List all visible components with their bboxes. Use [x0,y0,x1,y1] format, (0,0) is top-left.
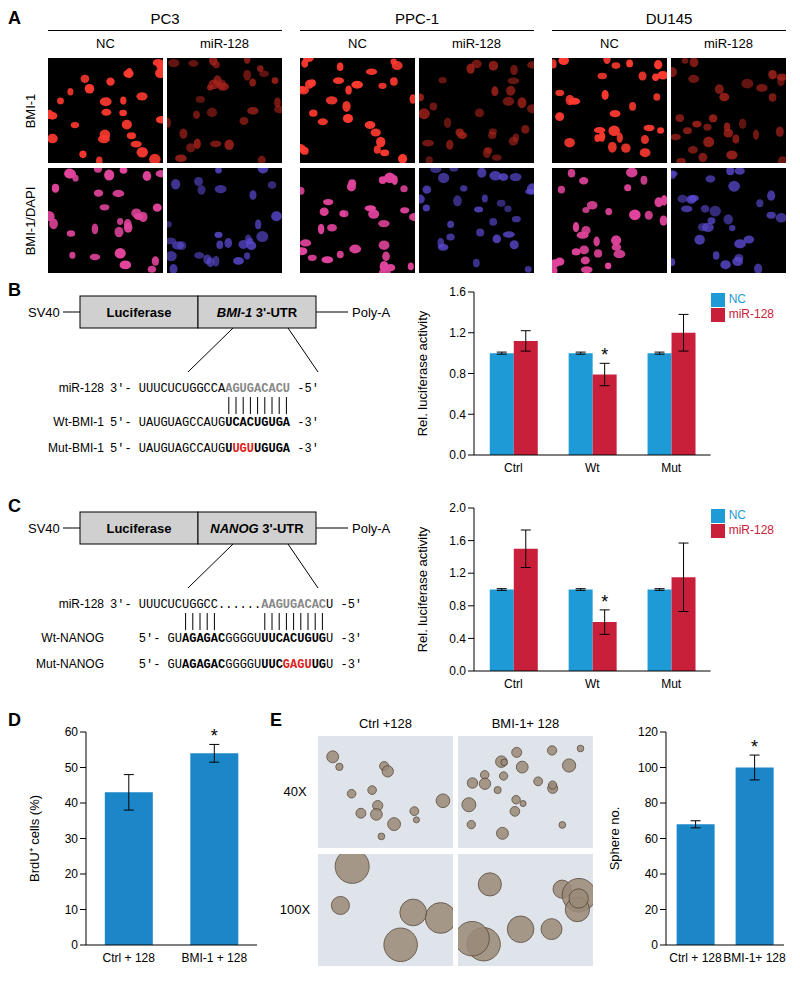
svg-text:Poly-A: Poly-A [352,521,391,536]
svg-text:40: 40 [645,867,659,881]
svg-text:Ctrl + 128: Ctrl + 128 [103,951,156,965]
svg-text:0: 0 [651,938,658,952]
svg-text:Mut: Mut [661,461,682,475]
svg-text:Ctrl: Ctrl [504,677,523,691]
svg-text:Poly-A: Poly-A [352,305,391,320]
html-text:miR-128: miR-128 [703,36,754,51]
svg-text:2.0: 2.0 [449,501,466,515]
html-text:NC: NC [728,292,746,306]
html-text:100X: 100X [279,902,311,917]
html-text:miR-128: miR-128 [728,522,774,537]
svg-text:20: 20 [645,903,659,917]
svg-text:1.2: 1.2 [449,566,466,580]
html-text:DU145: DU145 [645,10,693,27]
svg-text:1.6: 1.6 [449,534,466,548]
html-text:miR-128: miR-128 [199,36,250,51]
svg-text:1.2: 1.2 [449,326,466,340]
svg-text:3'- UUUCUCUGGCC......AAGUGACAC: 3'- UUUCUCUGGCC......AAGUGACACU -5' [110,598,362,612]
svg-text:*: * [601,345,608,365]
svg-text:1.6: 1.6 [449,285,466,299]
svg-text:Luciferase: Luciferase [106,521,171,536]
svg-text:5'- UAUGUAGCCAUGUCACUGUGA -3': 5'- UAUGUAGCCAUGUCACUGUGA -3' [110,416,319,430]
svg-text:80: 80 [645,796,659,810]
svg-text:0: 0 [71,938,78,952]
html-text:D: D [8,710,21,730]
html-text:B: B [8,280,21,300]
svg-text:0.4: 0.4 [449,408,466,422]
html-text:miR-128: miR-128 [451,36,502,51]
svg-text:3'- UUUCUCUGGCCAAGUGACACU -5': 3'- UUUCUCUGGCCAAGUGACACU -5' [110,382,319,396]
svg-text:BMI-1 + 128: BMI-1 + 128 [181,951,247,965]
svg-text:Wt: Wt [585,461,600,475]
html-text:BMI-1/DAPI: BMI-1/DAPI [22,186,38,255]
svg-text:SV40: SV40 [28,305,60,320]
svg-text:Mut: Mut [661,677,682,691]
svg-text:5'- UAUGUAGCCAUGUUGUUGUGA -3': 5'- UAUGUAGCCAUGUUGUUGUGA -3' [110,442,319,456]
html-text:NC: NC [728,508,746,522]
svg-text:Mut-NANOG: Mut-NANOG [36,657,104,671]
html-text:PC3: PC3 [150,10,180,27]
svg-text:Luciferase: Luciferase [106,305,171,320]
html-text:E: E [270,710,282,730]
html-text:BMI-1+ 128: BMI-1+ 128 [491,716,560,731]
svg-text:*: * [601,592,608,612]
svg-text:Wt: Wt [585,677,600,691]
svg-text:miR-128: miR-128 [59,597,105,611]
html-text:BMI-1: BMI-1 [22,93,38,128]
svg-text:miR-128: miR-128 [59,381,105,395]
svg-text:*: * [751,737,758,757]
svg-text:20: 20 [65,867,79,881]
svg-text:5'- GUAGAGACGGGGUUUCGAGUUGU -3: 5'- GUAGAGACGGGGUUUCGAGUUGU -3' [139,658,362,672]
svg-text:120: 120 [638,725,658,739]
html-text:NC: NC [96,36,115,51]
svg-text:100: 100 [638,761,658,775]
svg-text:Wt-BMI-1: Wt-BMI-1 [53,415,104,429]
html-text:NC: NC [600,36,619,51]
html-text:C: C [8,496,21,516]
svg-text:SV40: SV40 [28,521,60,536]
svg-text:5'- GUAGAGACGGGGUUUCACUGUGU -3: 5'- GUAGAGACGGGGUUUCACUGUGU -3' [139,632,362,646]
svg-text:0.4: 0.4 [449,632,466,646]
svg-text:Ctrl + 128: Ctrl + 128 [669,951,722,965]
svg-text:50: 50 [65,761,79,775]
svg-text:60: 60 [645,832,659,846]
svg-text:Rel. luciferase activity: Rel. luciferase activity [415,310,430,436]
svg-text:60: 60 [65,725,79,739]
svg-text:0.8: 0.8 [449,367,466,381]
svg-text:0.0: 0.0 [449,448,466,462]
html-text:40X: 40X [283,784,307,799]
svg-text:30: 30 [65,832,79,846]
html-text:miR-128: miR-128 [728,306,774,321]
svg-text:*: * [211,726,218,746]
svg-text:NANOG 3'-UTR: NANOG 3'-UTR [210,521,304,536]
html-text:NC: NC [348,36,367,51]
svg-text:BMI-1 3'-UTR: BMI-1 3'-UTR [217,305,298,320]
svg-text:0.0: 0.0 [449,664,466,678]
svg-text:40: 40 [65,796,79,810]
svg-text:10: 10 [65,903,79,917]
svg-text:0.8: 0.8 [449,599,466,613]
html-text:Ctrl +128: Ctrl +128 [358,716,413,731]
svg-text:Wt-NANOG: Wt-NANOG [41,631,104,645]
svg-text:Mut-BMI-1: Mut-BMI-1 [48,441,104,455]
svg-text:Ctrl: Ctrl [504,461,523,475]
svg-text:Sphere no.: Sphere no. [607,807,622,871]
svg-text:BrdU⁺ cells (%): BrdU⁺ cells (%) [27,795,42,882]
html-text:PPC-1: PPC-1 [394,10,440,27]
svg-text:BMI-1+ 128: BMI-1+ 128 [723,951,786,965]
html-text:A: A [8,8,21,28]
svg-text:Rel. luciferase activity: Rel. luciferase activity [415,526,430,652]
